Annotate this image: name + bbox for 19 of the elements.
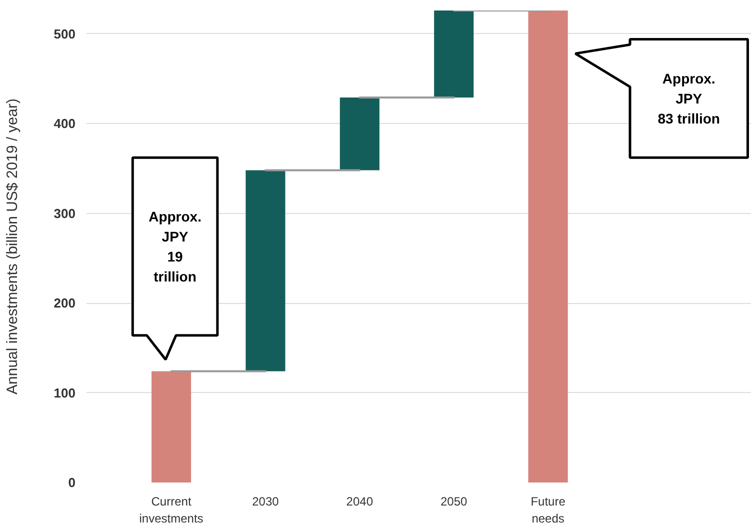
bar: [246, 170, 286, 372]
annotation: Approx. JPY 19 trillion: [148, 208, 202, 284]
bar: [528, 10, 568, 482]
x-tick-label: Current investments: [139, 494, 204, 526]
x-tick-label: 2050: [440, 494, 468, 508]
bar: [340, 98, 380, 170]
x-tick-label: 2030: [252, 494, 280, 508]
y-tick-label: 300: [54, 206, 76, 221]
x-tick-label: 2040: [346, 494, 374, 508]
y-tick-label: 100: [54, 385, 76, 400]
y-tick-label: 400: [54, 116, 76, 132]
y-tick-label: 200: [54, 296, 76, 311]
y-tick-label: 500: [54, 26, 76, 42]
x-tick-label: Future needs: [530, 494, 566, 526]
bar: [434, 10, 474, 98]
y-axis-title: Annual investments (billion US$ 2019 / year): [4, 98, 21, 394]
bar: [151, 371, 192, 482]
text: Approx. JPY 83 trillion: [658, 70, 720, 126]
y-tick-label: 0: [68, 475, 76, 490]
